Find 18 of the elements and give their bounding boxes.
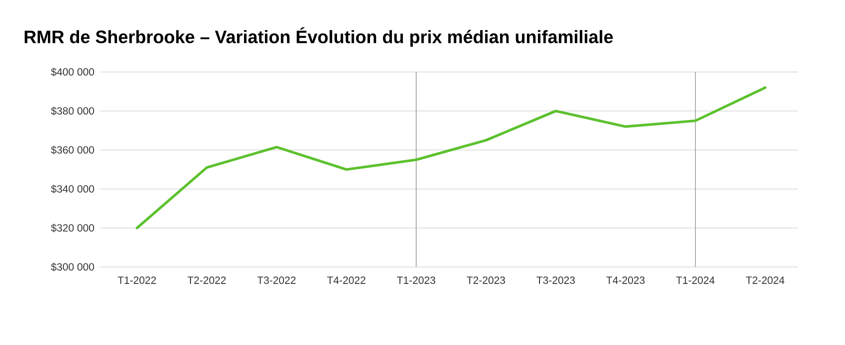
y-tick-label: $360 000 <box>50 146 94 154</box>
y-tick-label: $400 000 <box>50 68 94 76</box>
y-tick-label: $320 000 <box>50 224 94 232</box>
x-tick-label: T4-2022 <box>327 276 366 284</box>
line-series <box>136 86 766 230</box>
chart-title: RMR de Sherbrooke – Variation Évolution du prix médian unifamiliale <box>24 27 613 47</box>
x-tick-label: T1-2023 <box>396 276 436 284</box>
x-tick-label: T4-2023 <box>606 276 645 284</box>
y-tick-label: $340 000 <box>50 184 94 194</box>
x-tick-label: T2-2022 <box>188 276 226 284</box>
x-tick-label: T3-2023 <box>536 276 575 284</box>
y-tick-label: $300 000 <box>50 262 94 272</box>
x-tick-label: T2-2024 <box>746 276 784 284</box>
x-tick-label: T1-2024 <box>676 276 715 284</box>
x-tick-label: T2-2023 <box>466 276 506 284</box>
y-tick-label: $380 000 <box>50 106 94 116</box>
x-tick-label: T1-2022 <box>118 276 156 284</box>
x-tick-label: T3-2022 <box>257 276 296 284</box>
